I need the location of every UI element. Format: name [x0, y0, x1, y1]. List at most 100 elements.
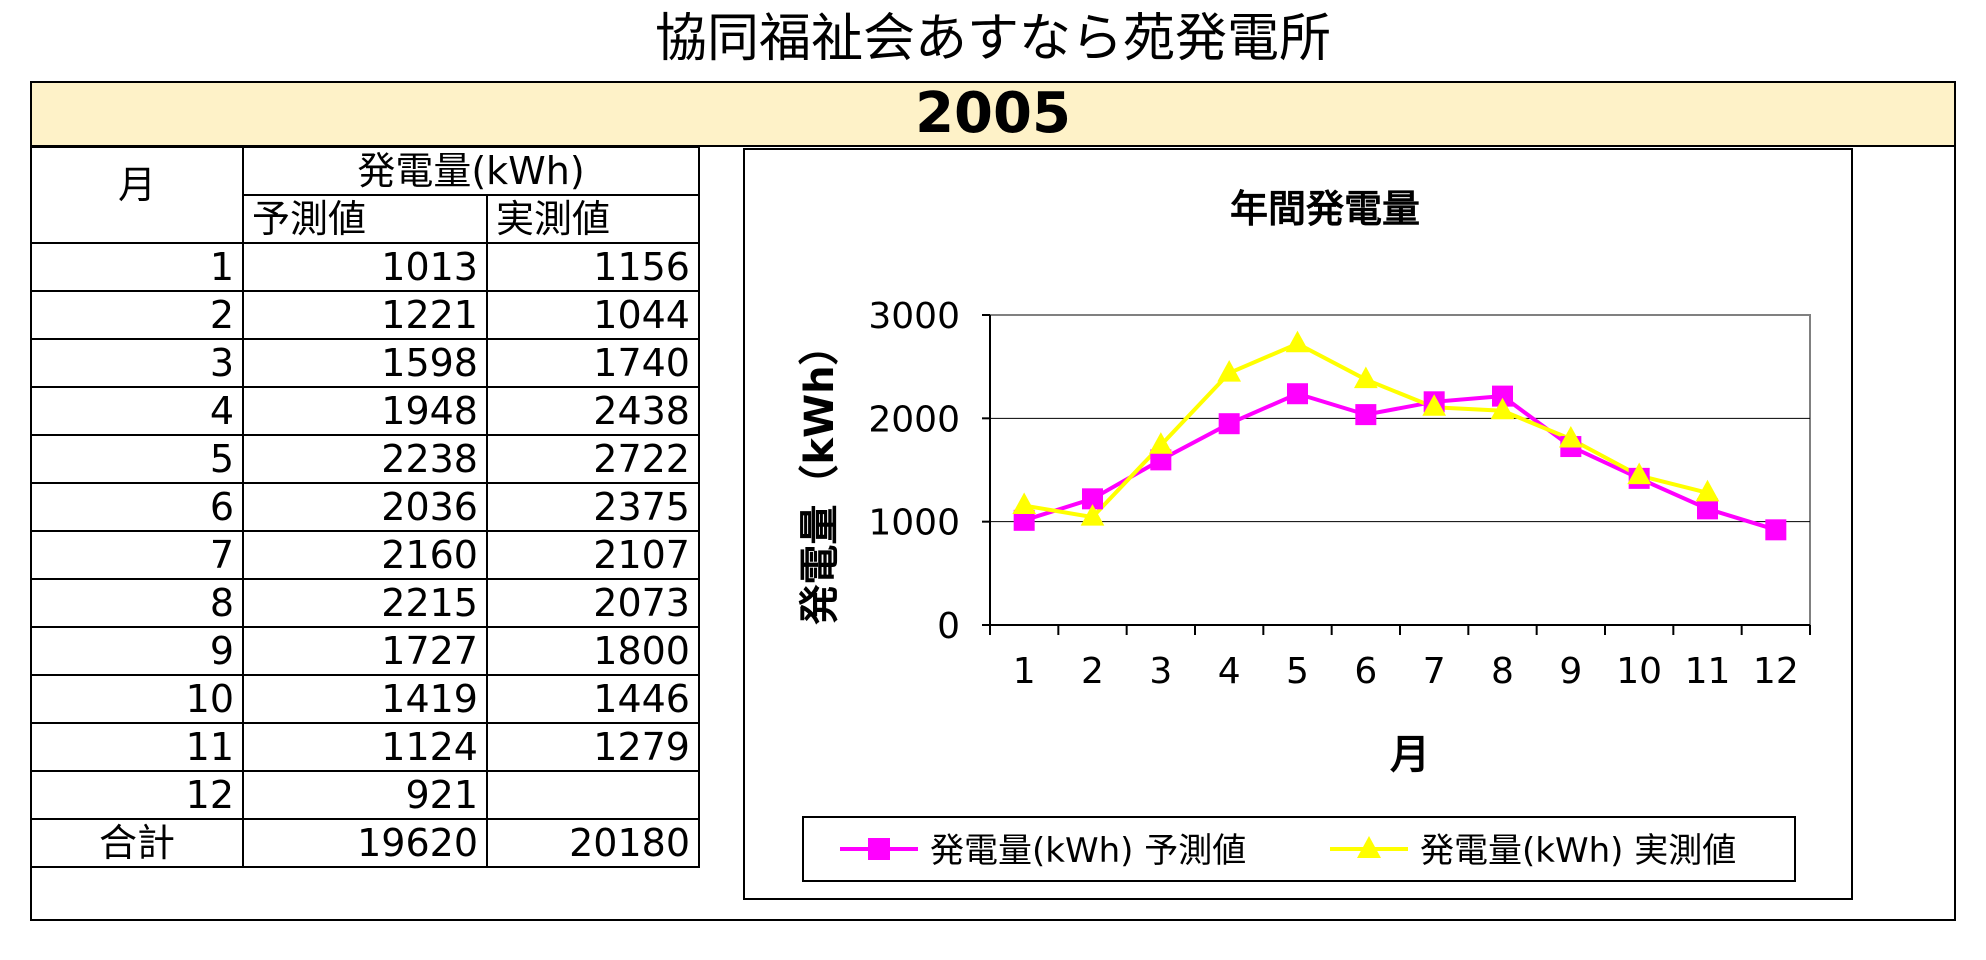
predicted-data-point	[1697, 498, 1718, 520]
predicted-cell: 1221	[242, 290, 488, 340]
x-tick-label: 10	[1616, 651, 1662, 692]
actual-data-point	[1012, 492, 1037, 515]
actual-cell: 1800	[486, 626, 700, 676]
page-title: 協同福祉会あすなら苑発電所	[654, 9, 1331, 69]
x-tick-label: 3	[1149, 651, 1172, 692]
month-cell: 11	[30, 722, 244, 772]
predicted-data-point	[1287, 383, 1308, 405]
month-column-header: 月	[30, 146, 244, 244]
x-tick-label: 5	[1286, 651, 1309, 692]
y-tick-label: 1000	[868, 503, 960, 544]
predicted-cell: 2160	[242, 530, 488, 580]
table-row: 10 1419 1446	[30, 674, 700, 724]
table-row: 1 1013 1156	[30, 242, 700, 292]
table-row: 12 921	[30, 770, 700, 820]
x-tick-label: 1	[1013, 651, 1036, 692]
predicted-cell: 1124	[242, 722, 488, 772]
legend-box	[802, 816, 1796, 882]
actual-data-point	[1627, 462, 1652, 485]
table-row: 9 1727 1800	[30, 626, 700, 676]
predicted-column-header: 予測値	[242, 194, 488, 244]
month-cell: 9	[30, 626, 244, 676]
actual-legend-marker	[1357, 836, 1381, 858]
x-tick-label: 4	[1218, 651, 1241, 692]
actual-cell: 2722	[486, 434, 700, 484]
total-label-cell: 合計	[30, 818, 244, 868]
actual-cell: 1156	[486, 242, 700, 292]
month-cell: 1	[30, 242, 244, 292]
actual-data-point	[1285, 330, 1310, 353]
total-actual-cell: 20180	[486, 818, 700, 868]
table-subheader-row: 予測値 実測値	[31, 194, 700, 244]
month-cell: 3	[30, 338, 244, 388]
chart-title: 年間発電量	[1230, 187, 1420, 231]
table-row: 2 1221 1044	[30, 290, 700, 340]
actual-cell: 1446	[486, 674, 700, 724]
table-header-row: 月 発電量(kWh)	[30, 146, 700, 244]
total-predicted-cell: 19620	[242, 818, 488, 868]
month-cell: 6	[30, 482, 244, 532]
actual-data-point	[1422, 394, 1447, 416]
table-row: 3 1598 1740	[30, 338, 700, 388]
table-row: 8 2215 2073	[30, 578, 700, 628]
actual-column-header: 実測値	[486, 194, 700, 244]
predicted-cell: 1013	[242, 242, 488, 292]
actual-legend-label: 発電量(kWh) 実測値	[1420, 831, 1736, 871]
month-cell: 2	[30, 290, 244, 340]
predicted-cell: 1598	[242, 338, 488, 388]
x-tick-label: 12	[1753, 651, 1799, 692]
actual-cell: 1044	[486, 290, 700, 340]
predicted-data-point	[1218, 413, 1240, 435]
actual-data-point	[1148, 432, 1173, 454]
month-cell: 4	[30, 386, 244, 436]
x-tick-label: 11	[1685, 651, 1731, 692]
actual-cell: 2375	[486, 482, 700, 532]
plot-area	[989, 314, 1811, 626]
predicted-legend-marker	[868, 838, 890, 860]
predicted-cell: 1948	[242, 386, 488, 436]
actual-data-point	[1217, 360, 1242, 382]
y-axis-label: 発電量（kWh）	[797, 325, 843, 624]
table-total-row: 合計 19620 20180	[30, 818, 700, 868]
predicted-data-point	[1355, 404, 1377, 426]
y-tick-label: 0	[937, 606, 960, 647]
table-row: 6 2036 2375	[30, 482, 700, 532]
predicted-cell: 1419	[242, 674, 488, 724]
actual-data-point	[1695, 479, 1720, 502]
table-row: 4 1948 2438	[30, 386, 700, 436]
predicted-cell: 921	[242, 770, 488, 820]
predicted-cell: 2036	[242, 482, 488, 532]
month-cell: 7	[30, 530, 244, 580]
x-axis-label: 月	[1390, 732, 1430, 778]
actual-data-point	[1490, 397, 1515, 420]
y-tick-label: 2000	[868, 399, 960, 440]
actual-cell	[486, 770, 700, 820]
predicted-legend-label: 発電量(kWh) 予測値	[930, 831, 1246, 871]
generation-group-header: 発電量(kWh)	[242, 146, 700, 196]
month-cell: 5	[30, 434, 244, 484]
table-row: 11 1124 1279	[30, 722, 700, 772]
y-tick-label: 3000	[868, 296, 960, 337]
actual-cell: 2438	[486, 386, 700, 436]
x-tick-label: 7	[1423, 651, 1446, 692]
month-cell: 8	[30, 578, 244, 628]
predicted-cell: 2238	[242, 434, 488, 484]
actual-data-point	[1558, 425, 1583, 448]
month-cell: 10	[30, 674, 244, 724]
table-row: 5 2238 2722	[30, 434, 700, 484]
chart-panel: 年間発電量 0 1000 2000 3000 1 2 3 4 5 6 7 8 9 10 11 12 月発電量（kW…	[743, 148, 1853, 900]
year-band: 2005	[32, 83, 1954, 147]
x-tick-label: 9	[1559, 651, 1582, 692]
actual-data-point	[1080, 504, 1105, 526]
x-tick-label: 6	[1354, 651, 1377, 692]
actual-cell: 2073	[486, 578, 700, 628]
table-row: 7 2160 2107	[30, 530, 700, 580]
actual-data-point	[1353, 366, 1378, 389]
x-tick-label: 2	[1081, 651, 1104, 692]
actual-cell: 1279	[486, 722, 700, 772]
generation-table: 月 発電量(kWh) 予測値 実測値 1 1013 1156 2 1221 1044 3 15…	[30, 146, 700, 868]
actual-cell: 2107	[486, 530, 700, 580]
x-tick-label: 8	[1491, 651, 1514, 692]
month-cell: 12	[30, 770, 244, 820]
